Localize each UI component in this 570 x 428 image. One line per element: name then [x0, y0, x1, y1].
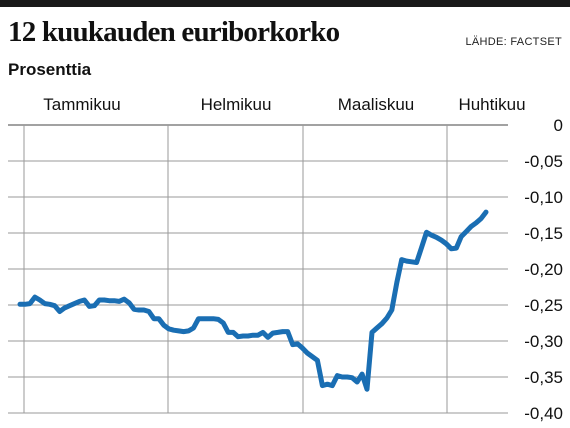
month-labels: Tammikuu Helmikuu Maaliskuu Huhtikuu: [43, 95, 525, 114]
month-label: Huhtikuu: [458, 95, 525, 114]
y-tick-label: -0,15: [524, 224, 563, 243]
month-label: Helmikuu: [201, 95, 272, 114]
source-label: LÄHDE: FACTSET: [465, 36, 562, 48]
y-tick-label: -0,35: [524, 368, 563, 387]
series-line: [17, 209, 489, 392]
y-tick-label: -0,10: [524, 188, 563, 207]
y-tick-label: -0,40: [524, 404, 563, 423]
unit-label: Prosenttia: [8, 60, 92, 79]
y-tick-label: -0,20: [524, 260, 563, 279]
y-tick-label: -0,30: [524, 332, 563, 351]
line-chart: Tammikuu Helmikuu Maaliskuu Huhtikuu 0 -0,05…: [8, 95, 563, 423]
month-label: Maaliskuu: [338, 95, 415, 114]
y-tick-label: -0,05: [524, 152, 563, 171]
month-label: Tammikuu: [43, 95, 120, 114]
grid: [8, 124, 508, 414]
top-rule: [0, 0, 570, 7]
y-tick-label: 0: [554, 116, 563, 135]
y-tick-labels: 0 -0,05 -0,10 -0,15 -0,20 -0,25 -0,30 -0,35 -0,4…: [524, 116, 563, 423]
chart-title: 12 kuukauden euriborkorko: [8, 16, 340, 48]
y-tick-label: -0,25: [524, 296, 563, 315]
